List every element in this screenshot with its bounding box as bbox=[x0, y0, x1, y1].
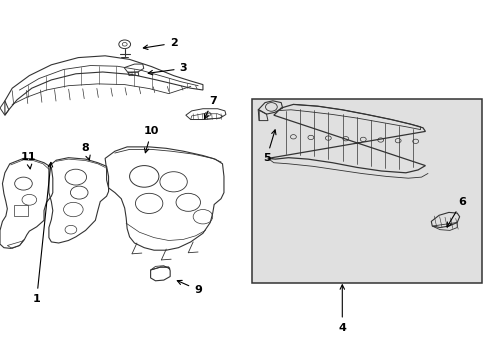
Text: 1: 1 bbox=[33, 162, 53, 304]
Text: 8: 8 bbox=[81, 143, 90, 160]
Text: 2: 2 bbox=[143, 38, 177, 49]
Text: 4: 4 bbox=[338, 285, 346, 333]
Text: 3: 3 bbox=[148, 63, 187, 75]
Bar bbox=[251, 99, 481, 283]
Text: 9: 9 bbox=[177, 280, 202, 295]
Text: 11: 11 bbox=[20, 152, 36, 169]
Text: 7: 7 bbox=[204, 96, 216, 119]
Text: 6: 6 bbox=[446, 197, 465, 227]
Text: 5: 5 bbox=[262, 130, 275, 163]
Text: 10: 10 bbox=[143, 126, 159, 153]
